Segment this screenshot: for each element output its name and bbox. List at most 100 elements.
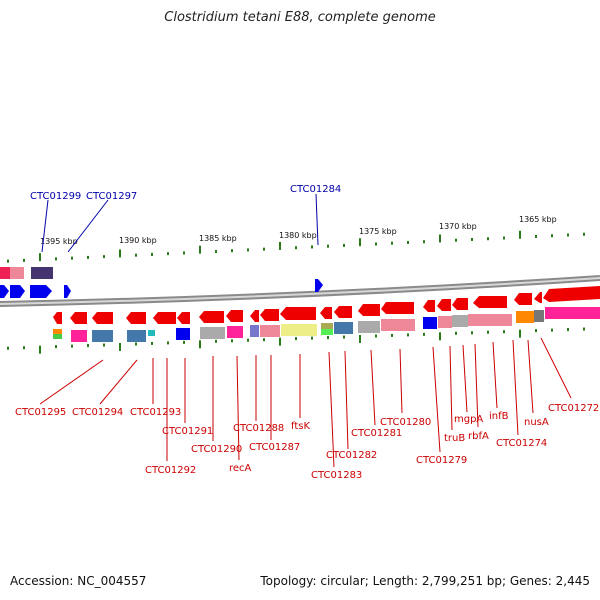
label-leader [370,349,376,426]
category-box [260,325,280,337]
forward-gene[interactable] [64,285,71,298]
reverse-gene[interactable] [177,312,190,324]
gene-label[interactable]: CTC01274 [496,438,547,449]
tick-marks-top [7,230,585,263]
axis-labels: 1395 kbp 1390 kbp 1385 kbp 1380 kbp 1375… [40,215,557,246]
genome-backbone-highlight [0,277,600,305]
category-box [358,321,380,333]
category-box [381,319,415,331]
gene-label[interactable]: CTC01288 [233,423,284,434]
top-gene-labels: CTC01299 CTC01297 CTC01284 [30,184,341,253]
gene-label-ctc01284[interactable]: CTC01284 [290,184,341,195]
category-box [127,330,146,342]
gene-label[interactable]: CTC01291 [162,426,213,437]
reverse-gene[interactable] [153,312,176,324]
gene-label[interactable]: CTC01279 [416,455,467,466]
gene-label[interactable]: CTC01283 [311,470,362,481]
label-leader [236,355,240,461]
gene-label[interactable]: truB [444,433,465,444]
reverse-gene[interactable] [514,293,532,305]
gene-label-ctc01299[interactable]: CTC01299 [30,191,81,202]
gene-label[interactable]: nusA [524,417,549,428]
category-box [423,317,437,329]
axis-tick-label: 1365 kbp [519,215,557,224]
gene-label[interactable]: CTC01272 [548,403,599,414]
reverse-gene[interactable] [260,309,279,321]
label-leader [328,351,335,468]
gene-label[interactable]: ftsK [291,421,310,432]
gene-label[interactable]: CTC01282 [326,450,377,461]
forward-gene[interactable] [315,279,323,292]
genome-title: Clostridium tetani E88, complete genome [164,10,436,25]
reverse-gene[interactable] [92,312,113,324]
gene-label[interactable]: CTC01281 [351,428,402,439]
category-box [250,325,259,337]
gene-label[interactable]: CTC01294 [72,407,123,418]
category-box [468,314,512,326]
gene-label-ctc01297[interactable]: CTC01297 [86,191,137,202]
forward-gene[interactable] [0,285,9,298]
reverse-gene[interactable] [334,306,352,318]
category-box [200,327,225,339]
gene-label[interactable]: CTC01290 [191,444,242,455]
reverse-gene[interactable] [473,296,507,308]
axis-tick-label: 1395 kbp [40,237,78,246]
gene-label[interactable]: infB [489,411,509,422]
gene-label[interactable]: CTC01295 [15,407,66,418]
accession-text: Accession: NC_004557 [10,574,147,588]
label-leader [315,193,319,246]
gene-label[interactable]: CTC01287 [249,442,300,453]
gene-label[interactable]: CTC01293 [130,407,181,418]
category-box [545,307,600,319]
reverse-gene[interactable] [452,298,468,310]
label-leader [449,345,453,431]
label-leader [540,337,572,399]
reverse-gene[interactable] [534,292,542,303]
reverse-gene[interactable] [381,302,414,314]
topology-text: Topology: circular; Length: 2,799,251 bp… [260,574,590,588]
forward-gene[interactable] [0,267,10,279]
reverse-gene[interactable] [358,304,380,316]
label-leader [492,341,498,409]
forward-gene[interactable] [10,267,24,279]
reverse-gene[interactable] [543,286,600,302]
forward-gene[interactable] [30,285,52,298]
category-box [281,324,317,336]
reverse-gene[interactable] [423,300,435,312]
reverse-gene[interactable] [70,312,87,324]
gene-label[interactable]: mgpA [454,414,483,425]
category-box [71,330,87,342]
reverse-gene[interactable] [53,312,62,324]
gene-label[interactable]: CTC01292 [145,465,196,476]
reverse-gene[interactable] [250,310,259,322]
reverse-gene[interactable] [280,307,316,320]
gene-label[interactable]: CTC01280 [380,417,431,428]
category-box [53,329,62,334]
reverse-gene[interactable] [126,312,146,324]
forward-gene[interactable] [31,267,53,279]
reverse-gene[interactable] [320,307,332,319]
gene-label[interactable]: recA [229,463,252,474]
reverse-gene[interactable] [226,310,243,322]
label-leader [512,339,519,436]
label-leader [474,343,479,428]
label-leader [527,339,534,414]
forward-gene[interactable] [10,285,25,298]
axis-tick-label: 1375 kbp [359,227,397,236]
label-leader [344,350,349,450]
label-leader [462,344,468,413]
category-box [92,330,113,342]
label-leader [399,348,403,414]
category-box [516,311,534,323]
axis-tick-label: 1385 kbp [199,234,237,243]
category-box [534,310,544,322]
category-box [227,326,243,338]
reverse-gene[interactable] [437,299,451,311]
axis-tick-label: 1390 kbp [119,236,157,245]
genome-backbone [0,275,600,307]
category-boxes [53,307,600,342]
reverse-gene[interactable] [199,311,224,323]
category-box [321,329,333,335]
gene-label[interactable]: rbfA [468,431,489,442]
category-box [438,316,452,328]
